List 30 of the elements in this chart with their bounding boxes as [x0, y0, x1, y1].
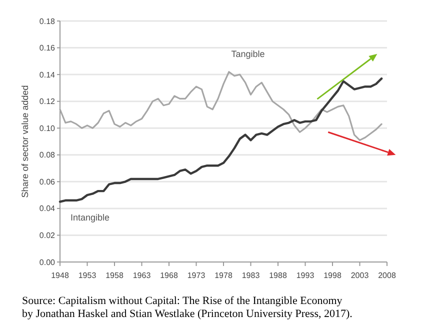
x-tick-label: 1948 [51, 271, 70, 280]
x-tick-label: 1993 [296, 271, 315, 280]
x-tick-label: 1978 [214, 271, 233, 280]
y-tick-label: 0.12 [39, 97, 56, 106]
x-tick-label: 1963 [132, 271, 152, 280]
text: by Jonathan Haskel and Stian Westlake (Princeton University Press, 2017). [22, 308, 353, 320]
series-label: Tangible [231, 49, 265, 60]
x-tick-label: 1953 [78, 271, 97, 280]
y-axis-title: Share of sector value added [20, 85, 30, 198]
x-tick-label: 2003 [350, 271, 370, 280]
y-tick-label: 0.08 [39, 150, 56, 160]
x-tick-label: 1998 [324, 271, 342, 280]
y-tick-label: 0.14 [39, 70, 56, 80]
y-tick-label: 0.04 [39, 204, 56, 214]
y-tick-label: 0.10 [39, 124, 56, 133]
y-tick-label: 0.00 [39, 258, 56, 267]
y-tick-label: 0.06 [39, 177, 56, 186]
x-tick-label: 1983 [242, 271, 260, 280]
series-label: Intangible [70, 212, 110, 222]
x-tick-label: 1973 [187, 271, 206, 280]
line-series [58, 77, 383, 203]
x-tick-label: 2008 [378, 271, 396, 280]
source-note: Source: Capitalism without Capital: The Rise of the Intangible Economy [22, 295, 343, 307]
y-tick-label: 0.18 [39, 16, 56, 26]
y-tick-label: 0.16 [39, 44, 56, 53]
x-tick-label: 1958 [106, 271, 124, 280]
x-tick-label: 1968 [160, 271, 178, 280]
y-tick-label: 0.02 [39, 231, 56, 240]
x-tick-label: 1988 [269, 271, 288, 280]
line-series [59, 71, 382, 141]
